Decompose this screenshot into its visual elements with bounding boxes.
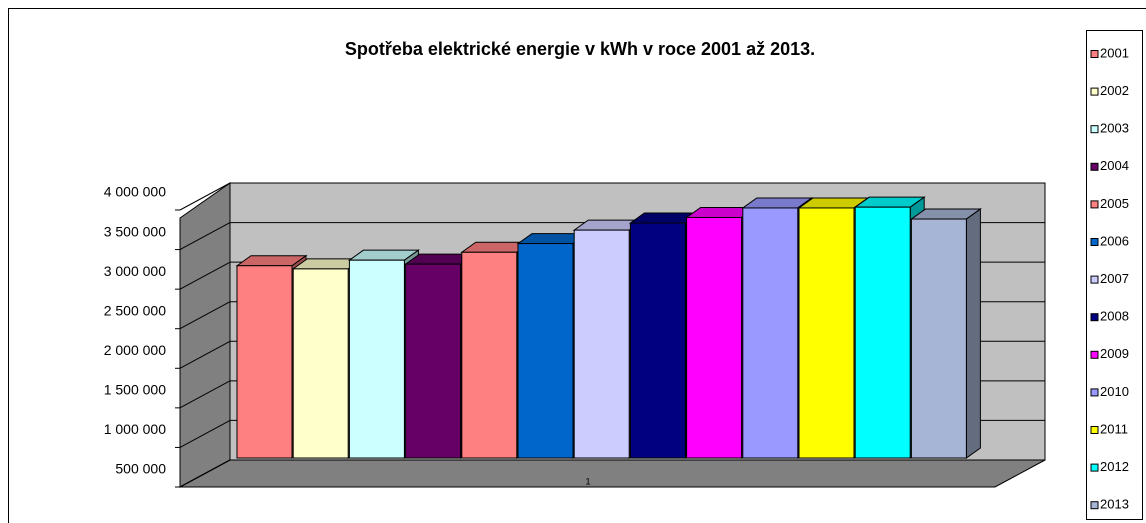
legend bbox=[1086, 30, 1143, 520]
y-tick-label: 500 000 bbox=[115, 461, 166, 477]
grid-line bbox=[179, 222, 231, 251]
bar bbox=[461, 251, 518, 459]
legend-swatch bbox=[1090, 313, 1099, 322]
bar-side bbox=[965, 208, 981, 459]
bar bbox=[348, 259, 405, 459]
legend-swatch bbox=[1090, 388, 1099, 397]
side-wall bbox=[179, 182, 231, 488]
y-tick-label: 1 500 000 bbox=[104, 382, 166, 398]
bar bbox=[742, 207, 799, 459]
y-tick-label: 3 500 000 bbox=[104, 223, 166, 239]
legend-label: 2013 bbox=[1100, 497, 1129, 512]
legend-label: 2003 bbox=[1100, 121, 1129, 136]
legend-swatch bbox=[1090, 275, 1099, 284]
floor bbox=[179, 459, 1046, 488]
grid-line bbox=[179, 182, 231, 211]
legend-swatch bbox=[1090, 426, 1099, 434]
grid-line bbox=[179, 380, 231, 409]
y-tick-label: 2 000 000 bbox=[104, 342, 166, 358]
x-tick-label: 1 bbox=[585, 476, 590, 486]
legend-swatch bbox=[1090, 238, 1099, 246]
y-tick-label: 4 000 000 bbox=[104, 184, 166, 200]
legend-swatch bbox=[1090, 350, 1099, 359]
legend-label: 2005 bbox=[1100, 196, 1129, 211]
legend-label: 2002 bbox=[1100, 83, 1129, 98]
y-tick-label: 3 000 000 bbox=[104, 263, 166, 279]
bar bbox=[517, 243, 574, 459]
y-tick-label: 1 000 000 bbox=[104, 421, 166, 437]
grid-line bbox=[179, 419, 231, 448]
bar bbox=[236, 265, 293, 459]
bar bbox=[854, 206, 911, 459]
legend-swatch bbox=[1090, 50, 1099, 58]
bar bbox=[798, 207, 855, 459]
bar bbox=[629, 222, 686, 459]
legend-swatch bbox=[1090, 125, 1099, 134]
bar bbox=[686, 216, 743, 459]
legend-label: 2009 bbox=[1100, 346, 1129, 361]
legend-swatch bbox=[1090, 200, 1099, 209]
legend-label: 2010 bbox=[1100, 384, 1129, 399]
legend-swatch bbox=[1090, 162, 1099, 171]
legend-label: 2001 bbox=[1100, 45, 1129, 60]
grid-line bbox=[179, 340, 231, 369]
legend-label: 2007 bbox=[1100, 271, 1129, 286]
bar bbox=[405, 263, 462, 459]
legend-label: 2011 bbox=[1100, 421, 1128, 436]
bar bbox=[573, 229, 630, 459]
legend-swatch bbox=[1090, 87, 1099, 96]
chart-title: Spotřeba elektrické energie v kWh v roce… bbox=[345, 39, 815, 59]
bar bbox=[292, 268, 349, 459]
legend-label: 2008 bbox=[1100, 309, 1129, 324]
legend-swatch bbox=[1090, 463, 1099, 472]
legend-label: 2012 bbox=[1100, 459, 1129, 474]
bar bbox=[910, 218, 967, 459]
grid-line bbox=[179, 459, 231, 488]
legend-label: 2004 bbox=[1100, 158, 1129, 173]
y-tick-label: 2 500 000 bbox=[104, 302, 166, 318]
legend-label: 2006 bbox=[1100, 233, 1129, 248]
grid-line bbox=[179, 261, 231, 290]
legend-swatch bbox=[1090, 501, 1099, 510]
grid-line bbox=[179, 301, 231, 330]
